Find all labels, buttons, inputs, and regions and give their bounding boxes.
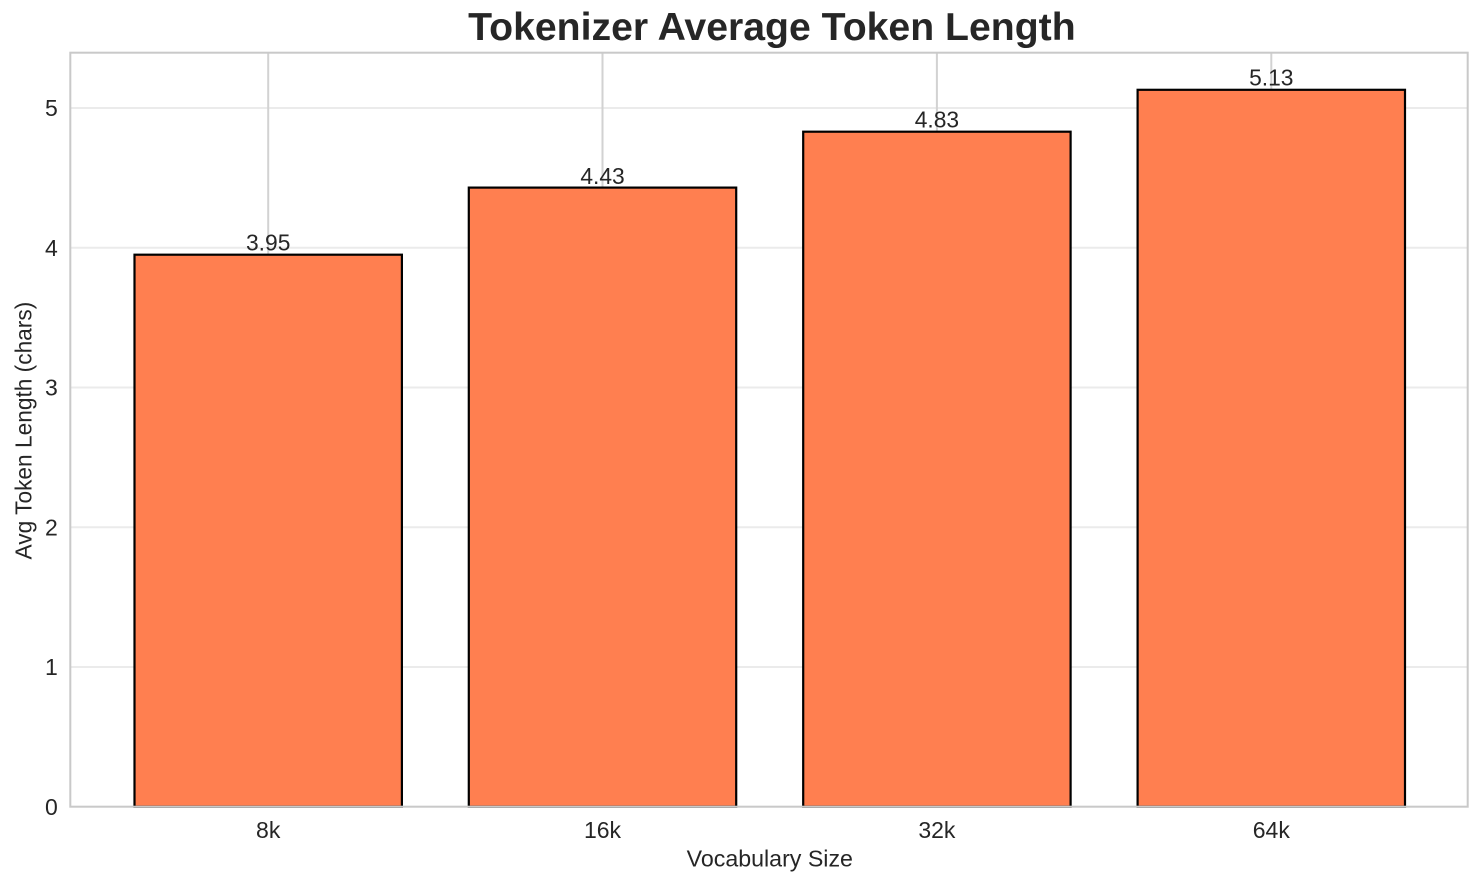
- svg-text:0: 0: [45, 794, 58, 820]
- svg-text:2: 2: [45, 514, 58, 540]
- svg-text:Avg Token Length (chars): Avg Token Length (chars): [11, 302, 37, 560]
- svg-text:32k: 32k: [918, 817, 956, 843]
- svg-text:5.13: 5.13: [1249, 64, 1293, 90]
- svg-text:16k: 16k: [584, 817, 622, 843]
- svg-text:4: 4: [45, 235, 58, 261]
- svg-text:5: 5: [45, 95, 58, 121]
- svg-text:4.83: 4.83: [915, 107, 959, 133]
- svg-text:3.95: 3.95: [246, 230, 290, 256]
- svg-text:3: 3: [45, 375, 58, 401]
- svg-text:64k: 64k: [1253, 817, 1291, 843]
- svg-text:1: 1: [45, 654, 58, 680]
- svg-text:Vocabulary Size: Vocabulary Size: [687, 845, 853, 871]
- svg-text:4.43: 4.43: [580, 163, 624, 189]
- svg-text:Tokenizer Average Token Length: Tokenizer Average Token Length: [468, 6, 1076, 49]
- svg-text:8k: 8k: [256, 817, 281, 843]
